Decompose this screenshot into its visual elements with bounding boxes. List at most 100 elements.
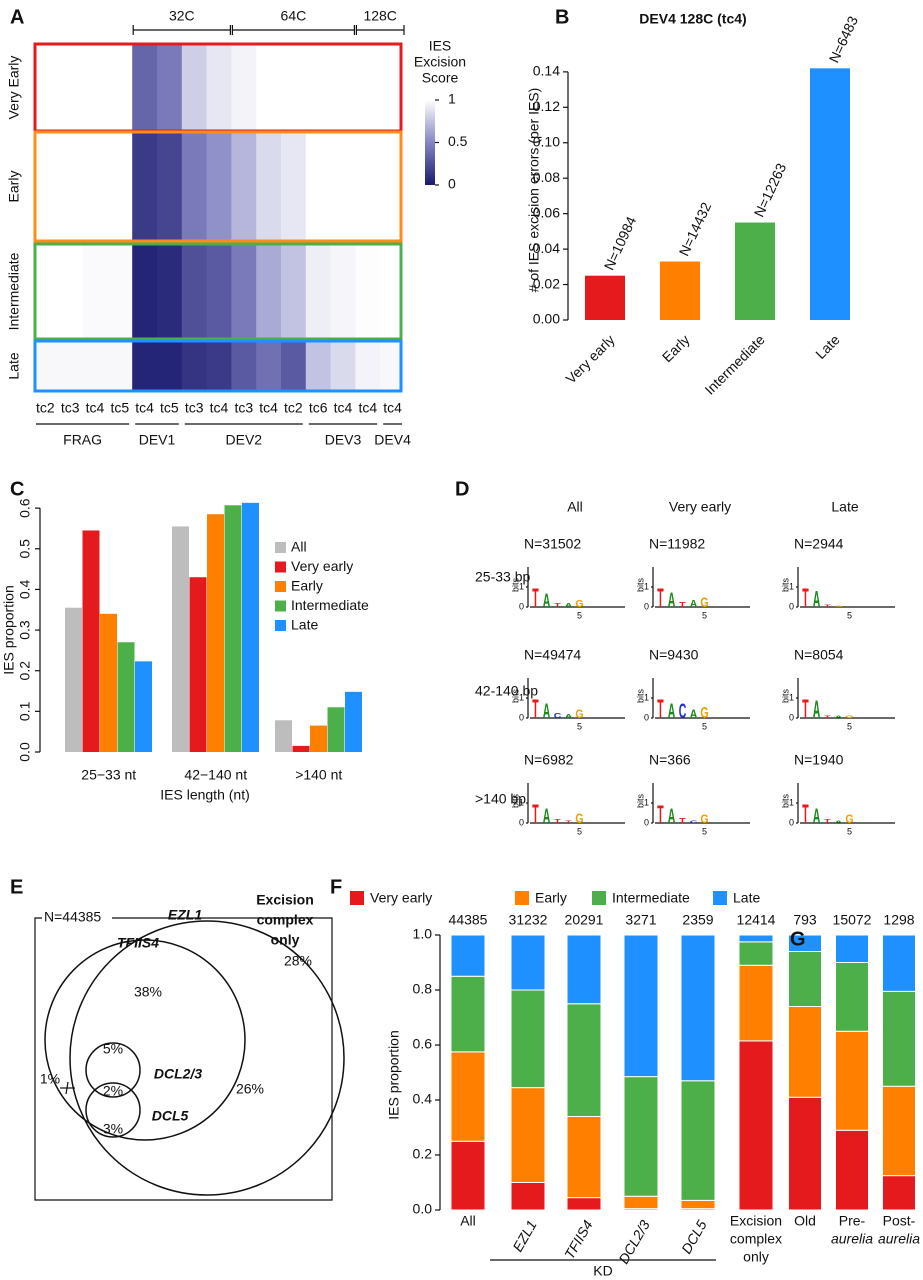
logo-letter: T <box>532 694 539 724</box>
logo-tick-label: 1 <box>789 692 794 702</box>
heatmap-cell <box>305 133 331 240</box>
logo-letter: T <box>657 802 664 829</box>
bar-segment <box>738 934 774 943</box>
row-label: Early <box>6 171 22 203</box>
y-tick-label: 0.12 <box>533 98 560 114</box>
row-label: >140 bp <box>475 791 526 807</box>
heatmap-cell <box>57 45 83 130</box>
row-label: 25-33 bp <box>475 569 530 585</box>
colorbar-tick-label: 1 <box>448 91 456 107</box>
n-label: N=10984 <box>601 214 640 273</box>
colorbar-title: Excision <box>414 54 466 70</box>
n-label: N=11982 <box>649 536 705 552</box>
n-label: 44385 <box>449 912 488 928</box>
bar <box>135 661 152 752</box>
bracket <box>355 25 405 35</box>
logo-letter: T <box>532 799 539 829</box>
bar-segment <box>835 962 869 1032</box>
x-tick-label: aurelia <box>831 1231 873 1247</box>
logo-y-label: bits <box>780 578 790 593</box>
bar-segment <box>450 934 486 977</box>
heatmap-cell <box>281 342 307 390</box>
set-circle <box>44 939 246 1141</box>
logo-letter: T <box>802 799 809 829</box>
bar-segment <box>738 1040 774 1211</box>
logo-letter: T <box>554 818 561 825</box>
bracket <box>231 25 355 35</box>
logo-y-label: bits <box>510 689 520 704</box>
chart-title: DEV4 128C (tc4) <box>639 11 746 27</box>
heatmap-cell <box>355 245 381 338</box>
bar-segment <box>566 1003 602 1117</box>
legend-swatch <box>350 891 364 905</box>
legend-label: Late <box>291 617 318 633</box>
logo-tick-label: 0 <box>644 817 649 827</box>
legend-swatch <box>515 891 529 905</box>
logo-letter: A <box>835 715 843 719</box>
logo-tick-label: 0 <box>644 601 649 611</box>
heatmap-cell <box>330 133 356 240</box>
y-axis-label: IES proportion <box>386 1030 402 1120</box>
heatmap-cell <box>206 245 232 338</box>
heatmap-cell <box>181 133 207 240</box>
logo-x-tick: 5 <box>847 610 852 620</box>
set-circle <box>69 920 345 1196</box>
column-label: tc3 <box>185 400 204 416</box>
set-label: EZL1 <box>168 907 202 923</box>
total-label: N=44385 <box>44 909 101 925</box>
y-tick-label: 0.4 <box>413 1091 433 1107</box>
logo-tick-label: 0 <box>644 712 649 722</box>
y-tick-label: 0.02 <box>533 275 560 291</box>
heatmap-cell <box>157 45 183 130</box>
logo-letter: T <box>657 694 664 724</box>
heatmap-cell <box>355 133 381 240</box>
x-tick-label: DCL5 <box>678 1217 710 1256</box>
heatmap-cell <box>305 342 331 390</box>
logo-letter: A <box>690 709 698 722</box>
logo-x-tick: 5 <box>702 721 707 731</box>
n-label: 12414 <box>737 912 776 928</box>
group-label: DEV2 <box>226 432 263 448</box>
logo-letter: T <box>824 818 831 825</box>
percent-label: 38% <box>134 984 162 1000</box>
logo-y-label: bits <box>635 689 645 704</box>
x-tick-label: DCL2/3 <box>615 1217 653 1266</box>
heatmap-cell <box>231 133 257 240</box>
colorbar-title: IES <box>429 38 452 54</box>
column-header: All <box>567 499 583 515</box>
bar-segment <box>450 1051 486 1142</box>
legend-swatch <box>592 891 606 905</box>
percent-label: 2% <box>103 1083 123 1099</box>
legend-label: Early <box>535 890 567 906</box>
logo-letter: G <box>845 814 853 827</box>
column-label: tc6 <box>309 400 328 416</box>
bar <box>275 720 292 752</box>
y-axis-label: IES proportion <box>1 585 17 675</box>
heatmap-cell <box>82 245 108 338</box>
logo-y-label: bits <box>635 794 645 809</box>
logo-x-tick: 5 <box>577 721 582 731</box>
heatmap-cell <box>330 45 356 130</box>
heatmap-cell <box>132 133 158 240</box>
only-label: Excision <box>256 892 314 908</box>
legend-label: Intermediate <box>612 890 690 906</box>
bracket <box>132 25 231 35</box>
logo-y-label: bits <box>780 689 790 704</box>
logo-tick-label: 1 <box>519 581 524 591</box>
bar <box>82 530 100 752</box>
bar-segment <box>882 990 916 1087</box>
bar <box>810 68 850 321</box>
bar <box>172 526 189 752</box>
n-label: 31232 <box>509 912 548 928</box>
x-tick-label: Excision <box>730 1213 782 1229</box>
x-tick-label: Old <box>794 1213 816 1229</box>
y-tick-label: 0.04 <box>533 240 560 256</box>
group-box <box>33 242 403 341</box>
heatmap-cell <box>157 245 183 338</box>
legend-swatch <box>713 891 727 905</box>
percent-label: 1% <box>40 1071 60 1087</box>
set-label: DCL2/3 <box>154 1066 202 1082</box>
bar-segment <box>788 934 822 952</box>
logo-letter: A <box>668 588 676 612</box>
y-tick-label: 0.8 <box>413 981 433 997</box>
